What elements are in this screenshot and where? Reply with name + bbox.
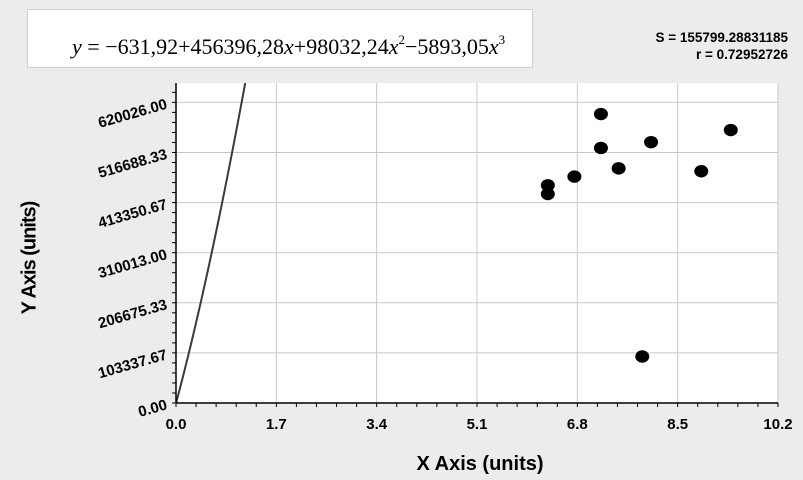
data-point — [593, 141, 608, 155]
y-tick-labels: 0.00 103337.67 206675.33 310013.00 413350.67… — [96, 96, 169, 421]
equation-c1: +456396,28 — [178, 34, 285, 59]
correlation-text: r = 0.72952726 — [696, 47, 788, 62]
data-point — [567, 170, 582, 183]
x-tick-label: 8.5 — [667, 416, 688, 433]
data-point — [644, 135, 659, 149]
equation-box: y = −631,92+456396,28x+98032,24x2−5893,0… — [27, 9, 533, 68]
equation-y: y — [72, 34, 82, 59]
regression-equation: y = −631,92+456396,28x+98032,24x2−5893,0… — [72, 32, 506, 60]
equation-c2: +98032,24 — [293, 34, 389, 59]
fit-statistics: S = 155799.28831185 r = 0.72952726 — [655, 29, 788, 63]
x-axis-label: X Axis (units) — [416, 453, 544, 475]
equation-x3: x — [488, 34, 499, 59]
equation-x2: x — [388, 34, 399, 59]
x-tick-label: 3.4 — [366, 416, 388, 433]
x-tick-label: 5.1 — [467, 416, 488, 433]
grid-lines — [176, 83, 779, 403]
data-point — [593, 107, 608, 121]
equation-x1: x — [284, 34, 294, 59]
x-tick-label: 10.2 — [763, 416, 792, 433]
equation-c0: −631,92 — [105, 34, 179, 59]
y-axis-label: Y Axis (units) — [18, 201, 41, 315]
y-tick-label: 103337.67 — [96, 346, 169, 382]
equation-pow2: 2 — [398, 32, 405, 47]
y-tick-label: 206675.33 — [96, 296, 169, 332]
y-tick-label: 0.00 — [136, 397, 169, 421]
data-point — [611, 162, 626, 175]
x-tick-labels: 0.0 1.7 3.4 5.1 6.8 8.5 10.2 — [166, 416, 793, 433]
equation-c3: −5893,05 — [404, 34, 489, 59]
data-point — [540, 179, 555, 192]
y-tick-label: 516688.33 — [96, 146, 169, 182]
data-point — [635, 350, 650, 363]
standard-error-text: S = 155799.28831185 — [655, 30, 788, 45]
equation-pow3: 3 — [498, 32, 506, 47]
data-point — [723, 123, 738, 137]
x-tick-label: 0.0 — [166, 416, 187, 433]
y-tick-label: 620026.00 — [96, 96, 169, 132]
y-tick-label: 413350.67 — [96, 196, 169, 232]
x-tick-label: 6.8 — [567, 416, 588, 433]
data-point — [540, 187, 555, 201]
data-point — [694, 165, 709, 178]
equation-equals: = — [87, 34, 100, 59]
y-tick-label: 310013.00 — [96, 246, 169, 282]
data-points — [540, 107, 738, 363]
x-tick-label: 1.7 — [266, 416, 287, 433]
